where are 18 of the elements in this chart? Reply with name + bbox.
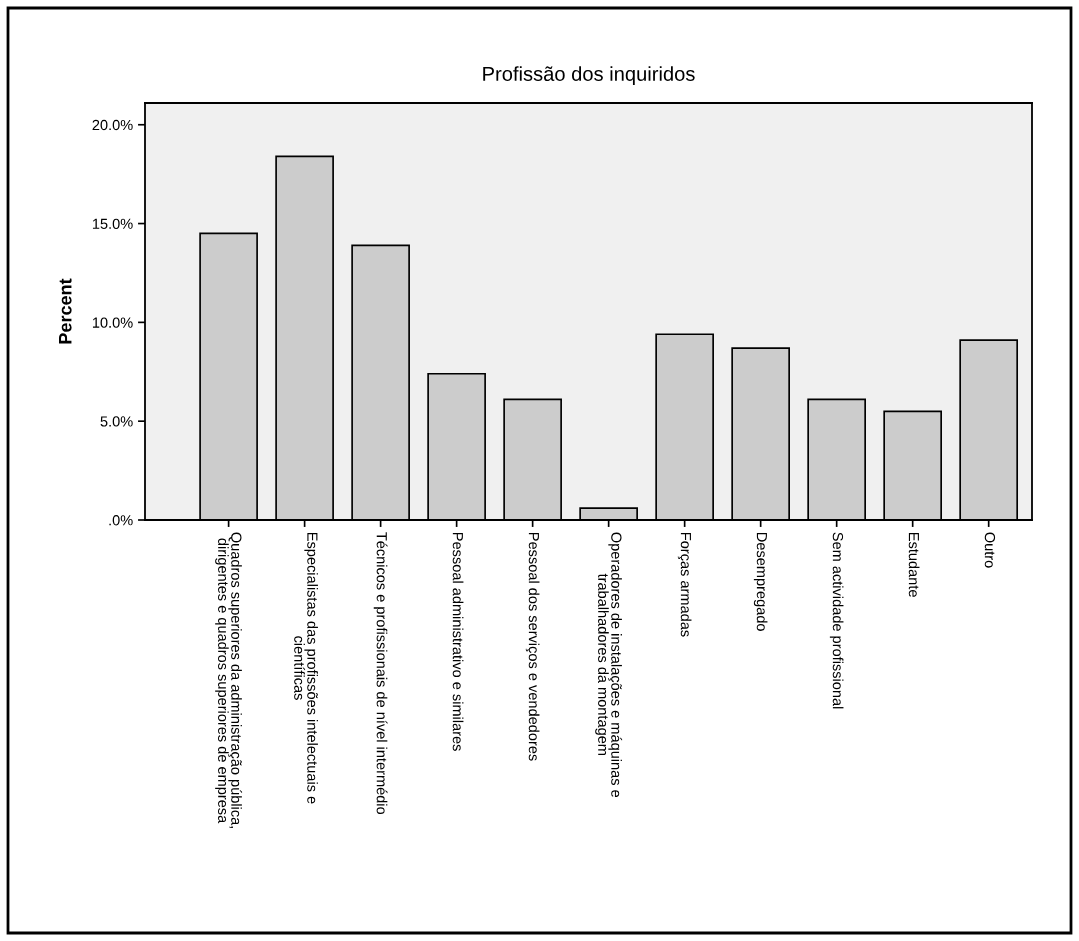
y-tick-label: .0% — [109, 515, 133, 526]
x-tick-label: Outro — [984, 532, 996, 568]
y-tick-label: 5.0% — [100, 416, 133, 427]
x-tick-label: Forças armadas — [677, 533, 692, 637]
y-tick-label: 15.0% — [92, 218, 133, 229]
x-tick-label: Sem actividade profissional — [829, 532, 844, 709]
x-tick-label: Quadros superiores da administração pública, dirigentes e quadros superiores de empresa — [215, 532, 243, 828]
x-tick-label: Desempregado — [753, 533, 768, 631]
x-tick-label: Estudante — [908, 533, 920, 597]
y-tick-label: 10.0% — [92, 317, 133, 328]
x-tick-label: Técnicos e profissionais de nível intermédio — [373, 532, 388, 815]
x-tick-label: Especialistas das profissões intelectuais e científicas — [294, 533, 318, 804]
y-tick-label: 20.0% — [92, 119, 133, 131]
chart-title: Profissão dos inquiridos — [483, 66, 695, 85]
y-axis-title: Percent — [59, 278, 72, 344]
x-tick-label: Pessoal administrativo e similares — [452, 533, 464, 751]
x-tick-label: Operadores de instalações e máquinas e trabalhadores da montagem — [595, 532, 623, 798]
x-tick-label: Pessoal dos serviços e vendedores — [525, 533, 540, 761]
